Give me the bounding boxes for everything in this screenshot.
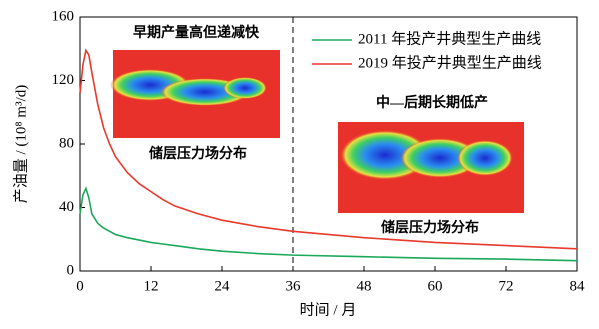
y-tick-label: 0 xyxy=(67,262,75,278)
x-tick-label: 24 xyxy=(215,278,231,294)
inset-late xyxy=(338,122,524,213)
legend-label: 2019 年投产井典型生产曲线 xyxy=(358,54,542,71)
annotation: 储层压力场分布 xyxy=(148,145,247,162)
annotation: 储层压力场分布 xyxy=(380,219,479,236)
x-tick-label: 0 xyxy=(76,278,84,294)
x-axis-label: 时间 / 月 xyxy=(300,301,357,318)
x-tick-label: 84 xyxy=(570,278,586,294)
x-tick-label: 36 xyxy=(286,278,302,294)
x-tick-label: 72 xyxy=(499,278,514,294)
y-tick-label: 40 xyxy=(59,199,74,215)
x-tick-label: 48 xyxy=(357,278,372,294)
legend-label: 2011 年投产井典型生产曲线 xyxy=(358,30,541,47)
x-tick-label: 12 xyxy=(144,278,159,294)
inset-early xyxy=(110,50,280,138)
y-tick-label: 120 xyxy=(52,72,75,88)
annotation: 中—后期长期低产 xyxy=(376,94,488,111)
y-axis-label: 产油量 / (10⁸ m³/d) xyxy=(12,85,29,203)
y-tick-label: 160 xyxy=(52,8,75,24)
y-tick-label: 80 xyxy=(59,135,74,151)
chart: 早期产量高但递减快 储层压力场分布 中—后期长期低产 储层压力场分布 时间 / … xyxy=(0,0,599,324)
x-tick-label: 60 xyxy=(428,278,443,294)
annotation: 早期产量高但递减快 xyxy=(133,24,260,41)
